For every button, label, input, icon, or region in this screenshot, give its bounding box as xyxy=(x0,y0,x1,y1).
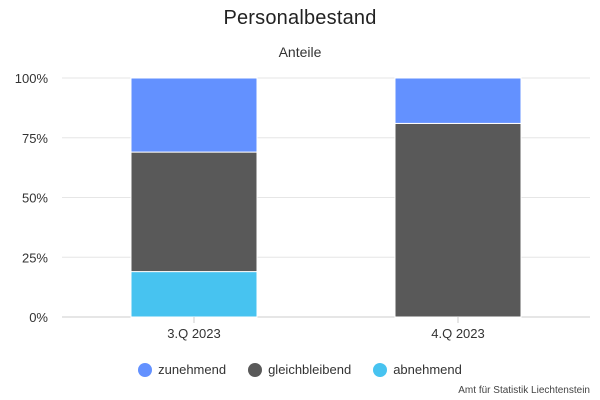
bar-segment xyxy=(130,271,258,318)
bar-segment xyxy=(130,151,258,273)
bar-segment xyxy=(394,122,522,318)
legend-swatch xyxy=(138,362,153,377)
legend-swatch xyxy=(248,362,263,377)
chart-title: Personalbestand xyxy=(223,7,377,29)
credit-text: Amt für Statistik Liechtenstein xyxy=(458,385,590,396)
y-tick-label: 50% xyxy=(22,191,48,206)
legend-item-gleichbleibend[interactable]: gleichbleibend xyxy=(248,362,351,377)
bar-segment xyxy=(394,77,522,124)
legend-swatch xyxy=(373,362,388,377)
chart-subtitle: Anteile xyxy=(278,44,322,60)
legend-label: zunehmend xyxy=(158,362,227,377)
y-tick-label: 25% xyxy=(22,250,48,265)
chart-legend: zunehmend gleichbleibend abnehmend xyxy=(0,362,600,377)
x-tick-label: 4.Q 2023 xyxy=(431,326,485,341)
legend-label: abnehmend xyxy=(393,362,462,377)
y-tick-label: 75% xyxy=(22,131,48,146)
legend-label: gleichbleibend xyxy=(268,362,352,377)
legend-item-zunehmend[interactable]: zunehmend xyxy=(138,362,226,377)
y-tick-label: 0% xyxy=(29,310,48,325)
y-tick-label: 100% xyxy=(15,71,49,86)
legend-item-abnehmend[interactable]: abnehmend xyxy=(373,362,462,377)
x-tick-label: 3.Q 2023 xyxy=(167,326,221,341)
bar-segment xyxy=(130,77,258,153)
